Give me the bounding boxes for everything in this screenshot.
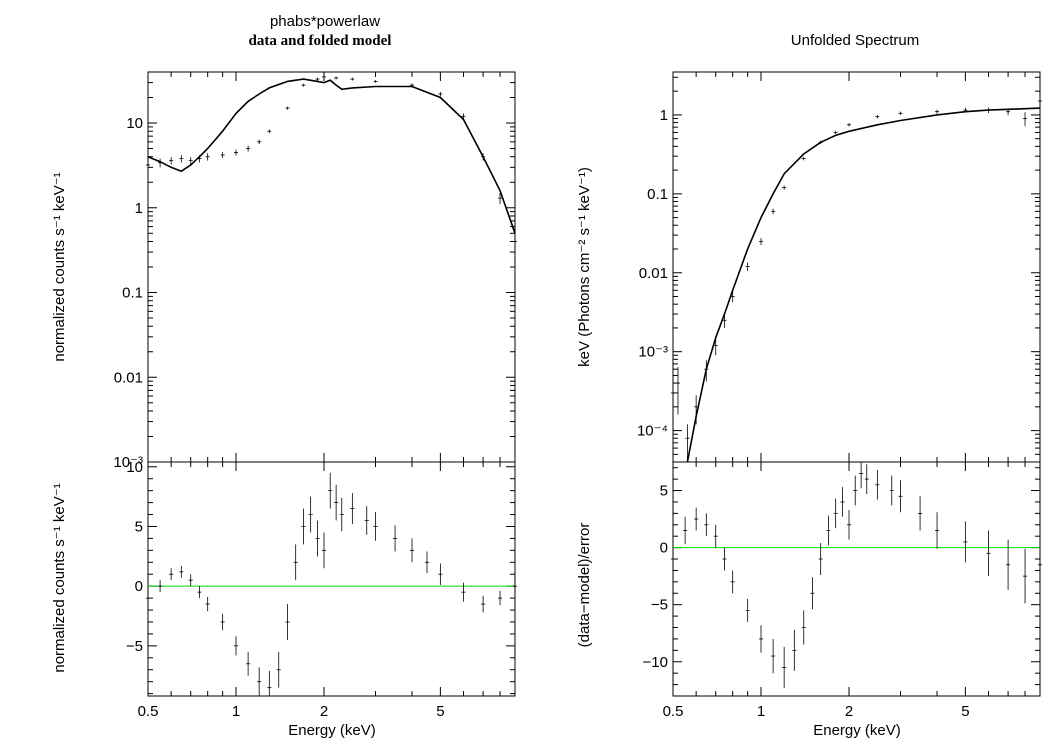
model-curve xyxy=(686,107,1041,463)
left-title: phabs*powerlaw xyxy=(270,13,380,30)
right-top-panel: 1 0.1 0.01 10⁻³ 10⁻⁴ xyxy=(637,71,1042,463)
left-bottom-panel: 0.5 1 2 5 10 5 0 −5 xyxy=(126,459,517,720)
y-tick-label: 10⁻³ xyxy=(638,344,668,361)
x-tick-label: 5 xyxy=(961,703,969,720)
y-tick-label: −5 xyxy=(651,597,668,614)
x-tick-label: 2 xyxy=(845,703,853,720)
x-tick-label: 1 xyxy=(757,703,765,720)
y-tick-label: 0 xyxy=(660,540,668,557)
right-title: Unfolded Spectrum xyxy=(791,32,919,49)
y-tick-label: 5 xyxy=(135,518,143,535)
right-top-ylabel: keV (Photons cm⁻² s⁻¹ keV⁻¹) xyxy=(576,167,593,367)
right-xlabel: Energy (keV) xyxy=(813,722,901,739)
panel-frame xyxy=(147,461,516,697)
panel-frame xyxy=(672,71,1041,463)
y-tick-label: 1 xyxy=(660,107,668,124)
left-xlabel: Energy (keV) xyxy=(288,722,376,739)
y-tick-label: 0.01 xyxy=(114,369,143,386)
left-subtitle: data and folded model xyxy=(249,33,392,49)
panel-frame xyxy=(672,461,1041,697)
x-tick-label: 0.5 xyxy=(663,703,684,720)
model-curve xyxy=(147,78,516,234)
x-tick-label: 5 xyxy=(436,703,444,720)
y-tick-label: −5 xyxy=(126,638,143,655)
y-tick-label: 0 xyxy=(135,578,143,595)
y-tick-label: −10 xyxy=(643,654,668,671)
panel-frame xyxy=(147,71,516,463)
y-tick-label: 1 xyxy=(135,200,143,217)
y-tick-label: 10⁻⁴ xyxy=(637,423,668,440)
y-tick-label: 0.1 xyxy=(122,285,143,302)
x-tick-label: 0.5 xyxy=(138,703,159,720)
y-tick-label: 10 xyxy=(126,115,143,132)
y-tick-label: 0.01 xyxy=(639,265,668,282)
left-top-panel: 10 1 0.1 0.01 10⁻³ xyxy=(113,71,517,471)
y-tick-label: 10⁻³ xyxy=(113,454,143,471)
y-tick-label: 10 xyxy=(126,459,143,476)
right-bottom-panel: 0.5 1 2 5 5 0 −5 −10 xyxy=(643,461,1042,720)
x-tick-label: 1 xyxy=(232,703,240,720)
left-bottom-ylabel: normalized counts s⁻¹ keV⁻¹ xyxy=(51,483,68,672)
left-top-ylabel: normalized counts s⁻¹ keV⁻¹ xyxy=(51,172,68,361)
x-tick-label: 2 xyxy=(320,703,328,720)
y-tick-label: 0.1 xyxy=(647,186,668,203)
y-tick-label: 5 xyxy=(660,483,668,500)
right-bottom-ylabel: (data−model)/error xyxy=(576,523,593,648)
